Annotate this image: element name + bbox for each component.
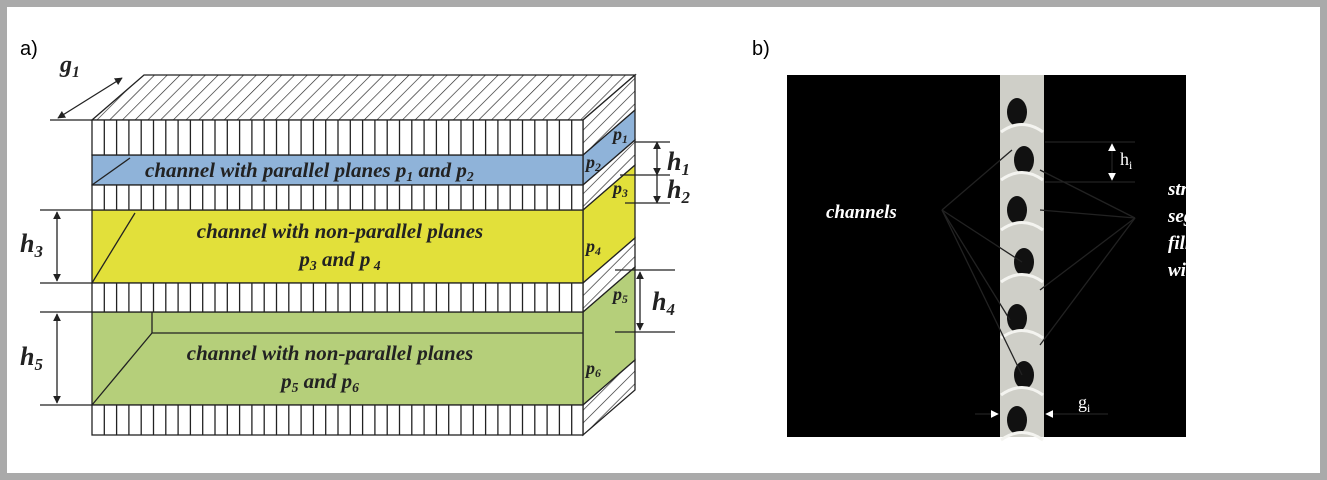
channel-label: channel with parallel planes p1 and p2 <box>145 158 474 184</box>
photo: hi gi channels structure segments filled… <box>787 75 1242 440</box>
panel-label: a) <box>20 38 38 60</box>
segments-label: structure <box>1167 179 1239 200</box>
channel-label: p5 and p6 <box>279 369 359 395</box>
channel-hole <box>1007 196 1027 224</box>
photo-background <box>787 75 1186 437</box>
panel-label: b) <box>752 38 770 60</box>
layer-diagram: g1 h1 h2 h3 h4 h5 p1 p2 p3 p4 p5 p6 chan… <box>20 52 690 435</box>
segments-label: segments <box>1167 206 1240 227</box>
channel-hole <box>1014 248 1034 276</box>
channel-hole <box>1007 406 1027 434</box>
segments-label: filled <box>1168 233 1209 254</box>
figure: a) b) g1 h1 h2 h3 h4 h5 p1 p2 p3 p4 p5 p… <box>0 0 1327 480</box>
channel-label: channel with non-parallel planes <box>187 341 473 365</box>
top-face <box>92 75 635 120</box>
channel-hole <box>1007 98 1027 126</box>
channel-label: channel with non-parallel planes <box>197 219 483 243</box>
segments-label: with yarn <box>1168 260 1242 281</box>
channel-hole <box>1007 304 1027 332</box>
channels-label: channels <box>826 202 897 223</box>
channel-hole <box>1014 146 1034 174</box>
